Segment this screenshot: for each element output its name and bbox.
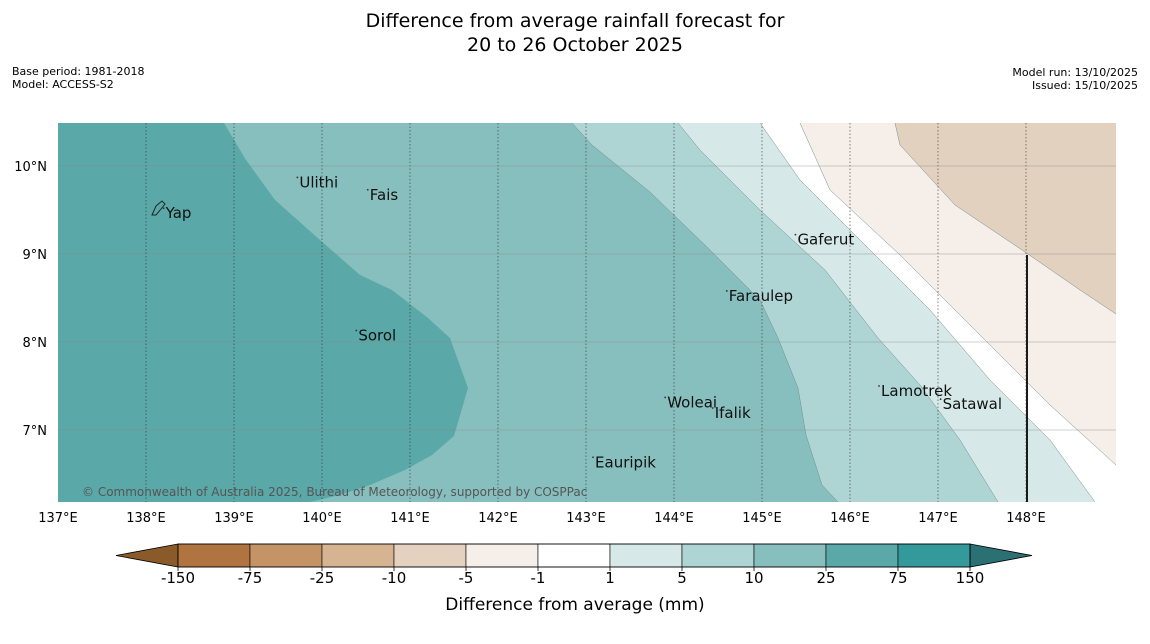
place-marker [878,385,880,387]
lon-tick-label: 144°E [654,511,694,526]
model-run: Model run: 13/10/2025 [1012,66,1138,79]
place-labels: Yap Ulithi Fais Gaferut Faraulep Sorol Lamotre… [162,173,1002,471]
colorbar-bin [537,543,611,568]
anomaly-fill-layer [58,123,1116,502]
contour-lines [571,123,1116,502]
colorbar-bin [897,543,971,568]
colorbar-bin [825,543,899,568]
issued-date: Issued: 15/10/2025 [1031,79,1138,92]
colorbar-tick-label: -25 [310,569,335,587]
colorbar-bin [465,543,539,568]
colorbar-tick-label: -5 [459,569,474,587]
meta-right: Model run: 13/10/2025 Issued: 15/10/2025 [1012,66,1138,92]
colorbar-bin [609,543,683,568]
place-marker [939,398,942,401]
lon-tick-label: 138°E [126,511,166,526]
colorbar-tick-label: 150 [956,569,985,587]
lat-tick-label: 7°N [23,424,48,439]
place-label: Sorol [358,327,396,345]
chart-title-line1: Difference from average rainfall forecas… [365,10,785,32]
colorbar-tick-label: -1 [531,569,546,587]
colorbar-bin [249,543,323,568]
lon-tick-label: 147°E [918,511,958,526]
lon-tick-label: 141°E [390,511,430,526]
place-label: Satawal [943,395,1002,413]
lon-tick-label: 142°E [478,511,518,526]
lon-tick-label: 137°E [38,511,78,526]
place-label: Eauripik [595,453,656,471]
fill-band-plus25 [58,123,468,502]
colorbar-high-extension [969,543,1033,568]
colorbar-low-extension [115,543,179,568]
colorbar-bin [753,543,827,568]
colorbar-tick-label: 25 [816,569,835,587]
colorbar-tick-label: 10 [744,569,763,587]
place-marker [794,233,797,236]
place-marker [366,188,369,191]
place-marker [592,456,594,459]
place-marker [725,290,728,292]
lon-tick-label: 143°E [566,511,606,526]
place-label: Faraulep [729,287,793,305]
place-label: Yap [165,204,192,222]
colorbar-tick-label: 1 [605,569,615,587]
lon-tick-label: 145°E [742,511,782,526]
chart-title-line2: 20 to 26 October 2025 [467,34,683,56]
place-marker [296,176,299,179]
colorbar-bin [393,543,467,568]
longitude-axis: 137°E 138°E 139°E 140°E 141°E 142°E 143°E 144°E… [38,511,1046,526]
colorbar-tick-label: 75 [888,569,907,587]
place-label: Ulithi [299,173,338,191]
colorbar-bin [177,543,251,568]
graticule [58,123,1116,502]
place-label: Gaferut [797,231,854,249]
base-period: Base period: 1981-2018 [12,65,145,78]
lat-tick-label: 10°N [14,160,47,175]
lat-tick-label: 9°N [23,248,48,263]
place-label: Lamotrek [881,382,952,400]
colorbar-outline [177,543,971,568]
colorbar-tick-label: -150 [161,569,195,587]
colorbar-legend: -150 -75 -25 -10 -5 -1 1 5 10 25 75 150 [115,543,1033,587]
place-marker [355,329,358,332]
colorbar-tick-label: -10 [382,569,407,587]
colorbar-bin [681,543,755,568]
yap-island-outline [151,200,166,216]
lon-tick-label: 140°E [302,511,342,526]
colorbar-tick-label: 5 [677,569,687,587]
place-marker [664,396,667,399]
lat-tick-label: 8°N [23,336,48,351]
colorbar-tick-label: -75 [238,569,263,587]
lon-tick-label: 148°E [1006,511,1046,526]
copyright-note: © Commonwealth of Australia 2025, Bureau… [82,485,587,499]
lon-tick-label: 139°E [214,511,254,526]
colorbar-bin [321,543,395,568]
place-label: Ifalik [715,404,751,422]
place-label: Fais [370,186,399,204]
latitude-axis: 10°N 9°N 8°N 7°N [14,160,47,439]
place-marker [162,207,165,210]
lon-tick-label: 146°E [830,511,870,526]
place-marker [711,407,714,409]
meta-left: Base period: 1981-2018 Model: ACCESS-S2 [12,65,144,91]
place-label: Woleai [667,393,717,411]
model-name: Model: ACCESS-S2 [12,78,114,91]
legend-title: Difference from average (mm) [445,595,704,615]
